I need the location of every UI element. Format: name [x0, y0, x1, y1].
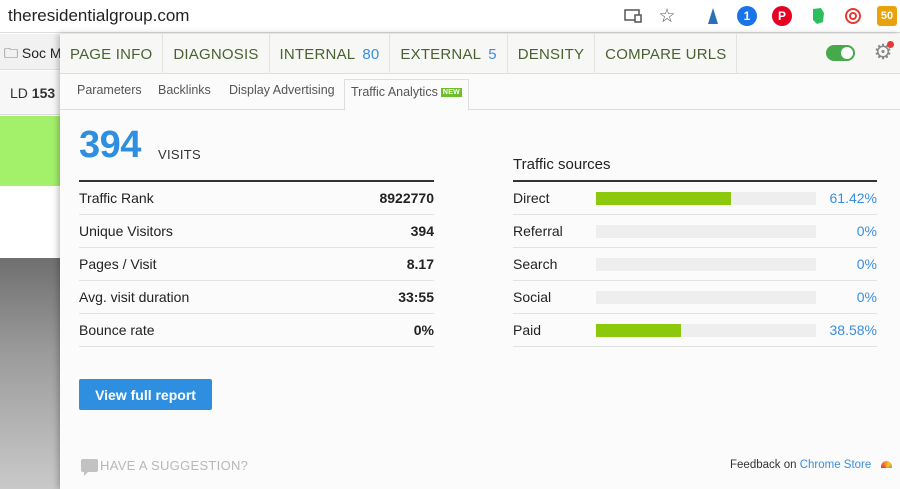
tab-compare-urls[interactable]: COMPARE URLS — [595, 34, 738, 74]
stat-row: Traffic Rank 8922770 — [79, 182, 434, 215]
source-label: Search — [513, 256, 558, 272]
source-percent: 0% — [856, 289, 877, 305]
subtab-parameters[interactable]: Parameters — [77, 83, 142, 97]
stat-value: 8.17 — [406, 256, 434, 272]
source-bar-track — [596, 258, 816, 271]
pinterest-icon[interactable]: P — [772, 6, 792, 26]
source-row: Paid 38.58% — [513, 314, 877, 347]
tab-density[interactable]: DENSITY — [508, 34, 596, 74]
source-percent: 38.58% — [829, 322, 877, 338]
stat-row: Unique Visitors 394 — [79, 215, 434, 248]
source-bar-fill — [596, 192, 732, 205]
subtab-display-advertising[interactable]: Display Advertising — [229, 83, 335, 97]
new-badge: NEW — [440, 88, 463, 97]
notification-dot — [887, 41, 894, 48]
page-photo — [0, 258, 60, 489]
source-row: Social 0% — [513, 281, 877, 314]
stat-label: Traffic Rank — [79, 190, 154, 206]
source-bar-track — [596, 324, 816, 337]
main-tab-bar: PAGE INFO DIAGNOSIS INTERNAL 80 EXTERNAL 5… — [60, 34, 900, 74]
traffic-sources-title: Traffic sources — [513, 156, 611, 173]
feedback-line: Feedback on Chrome Store — [730, 459, 892, 471]
source-row: Direct 61.42% — [513, 182, 877, 215]
source-bar-track — [596, 225, 816, 238]
spiral-icon[interactable] — [843, 6, 863, 26]
subtab-backlinks[interactable]: Backlinks — [158, 83, 211, 97]
visits-count: 394 — [79, 124, 141, 166]
stat-value: 8922770 — [379, 190, 434, 206]
stats-table: Traffic Rank 8922770 Unique Visitors 394 P… — [79, 180, 434, 347]
stat-label: Bounce rate — [79, 322, 155, 338]
tab-external[interactable]: EXTERNAL 5 — [390, 34, 508, 74]
external-count: 5 — [488, 45, 497, 63]
sub-tab-bar: Parameters Backlinks Display Advertising… — [60, 74, 900, 111]
stat-row: Avg. visit duration 33:55 — [79, 281, 434, 314]
internal-count: 80 — [362, 45, 380, 63]
ld-counter: LD 153 — [0, 71, 60, 115]
tab-internal[interactable]: INTERNAL 80 — [270, 34, 391, 74]
source-label: Paid — [513, 322, 542, 338]
source-bar-track — [596, 291, 816, 304]
tab-diagnosis[interactable]: DIAGNOSIS — [163, 34, 270, 74]
subtab-traffic-analytics[interactable]: Traffic Analytics NEW — [344, 79, 470, 111]
stat-row: Bounce rate 0% — [79, 314, 434, 347]
suggestion-link[interactable]: HAVE A SUGGESTION? — [81, 458, 248, 476]
stat-label: Unique Visitors — [79, 223, 173, 239]
enable-toggle[interactable] — [826, 45, 855, 61]
seo-popup-panel: PAGE INFO DIAGNOSIS INTERNAL 80 EXTERNAL 5… — [60, 34, 900, 489]
pen-icon[interactable] — [703, 6, 723, 26]
bookmark-folder[interactable]: 🗀 Soc M — [0, 34, 60, 70]
star-icon[interactable]: ☆ — [658, 5, 676, 27]
browser-toolbar: theresidentialgroup.com ☆ 1 P 50 — [0, 0, 900, 33]
chrome-store-link[interactable]: Chrome Store — [799, 459, 872, 471]
source-percent: 0% — [856, 256, 877, 272]
traffic-sources-list: Direct 61.42% Referral 0% Search 0% Social 0… — [513, 180, 877, 347]
source-bar-track — [596, 192, 816, 205]
folder-icon: 🗀 — [4, 45, 18, 61]
source-percent: 0% — [856, 223, 877, 239]
seo-badge-icon[interactable]: 50 — [876, 6, 898, 26]
page-section-white — [0, 186, 60, 258]
view-full-report-button[interactable]: View full report — [79, 379, 212, 410]
address-bar[interactable]: theresidentialgroup.com — [8, 6, 190, 25]
source-label: Social — [513, 289, 552, 305]
chrome-store-icon — [880, 461, 892, 468]
page-hero-green — [0, 116, 60, 186]
speech-bubble-icon — [81, 459, 98, 476]
stat-value: 394 — [410, 223, 434, 239]
stat-value: 33:55 — [398, 289, 434, 305]
evernote-icon[interactable] — [808, 6, 828, 26]
source-percent: 61.42% — [829, 190, 877, 206]
stat-row: Pages / Visit 8.17 — [79, 248, 434, 281]
stat-label: Pages / Visit — [79, 256, 157, 272]
source-bar-fill — [596, 324, 681, 337]
stat-label: Avg. visit duration — [79, 289, 190, 305]
1password-icon[interactable]: 1 — [737, 6, 757, 26]
source-row: Referral 0% — [513, 215, 877, 248]
stat-value: 0% — [413, 322, 434, 338]
source-label: Referral — [513, 223, 563, 239]
source-row: Search 0% — [513, 248, 877, 281]
visits-label: VISITS — [158, 147, 201, 162]
source-label: Direct — [513, 190, 550, 206]
background-page: 🗀 Soc M LD 153 — [0, 34, 60, 489]
tab-page-info[interactable]: PAGE INFO — [60, 34, 164, 74]
cast-icon[interactable] — [623, 6, 643, 26]
